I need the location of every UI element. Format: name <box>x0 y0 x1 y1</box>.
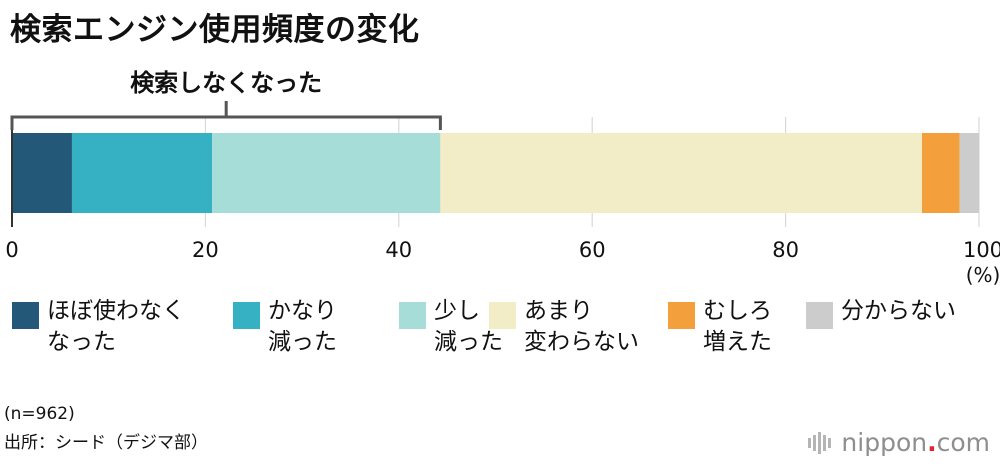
brand-name: nippon <box>841 428 928 457</box>
legend-label-line: 分からない <box>841 298 956 324</box>
logo-mark-icon <box>808 431 833 454</box>
x-tick-label: 40 <box>385 238 412 262</box>
chart-title: 検索エンジン使用頻度の変化 <box>10 12 420 48</box>
legend-swatch <box>12 302 39 329</box>
bracket: 検索しなくなった <box>10 69 442 130</box>
legend-item: かなり 減った <box>233 296 408 358</box>
legend-label-line: 増えた <box>703 329 772 355</box>
sample-size-note: (n=962) <box>4 404 75 424</box>
legend-swatch <box>668 302 695 329</box>
legend-label-line: あまり <box>524 298 593 324</box>
source-note: 出所：シード（デジマ部） <box>4 433 208 453</box>
legend-label-line: 少し <box>434 298 480 324</box>
legend-label-line: ほぼ使わなく <box>47 298 185 324</box>
legend-item: ほぼ使わなく なった <box>12 296 187 358</box>
x-tick-label: 20 <box>192 238 219 262</box>
brand-logo: nippon. com <box>808 428 990 457</box>
brand-dot: . <box>927 428 937 457</box>
chart-area: 検索しなくなった 0 20 40 60 80 100(%) <box>5 69 1000 287</box>
bracket-line <box>10 115 442 130</box>
x-axis-unit: (%) <box>966 263 1000 287</box>
x-tick-label: 80 <box>772 238 799 262</box>
bar-segment-1 <box>12 133 72 213</box>
legend-label-line: むしろ <box>703 298 772 324</box>
legend-item: 少し 減った <box>399 296 574 358</box>
legend-item: むしろ 増えた <box>668 296 843 358</box>
brand-suffix: com <box>936 428 990 457</box>
x-tick-label: 60 <box>579 238 606 262</box>
legend-label: 少し 減った <box>434 296 574 358</box>
bar-segment-4 <box>440 133 922 213</box>
legend-label: あまり 変わらない <box>524 296 664 358</box>
bar-segment-6 <box>959 133 979 213</box>
bar-segment-2 <box>71 133 213 213</box>
legend-label: かなり 減った <box>268 296 408 358</box>
legend-item: あまり 変わらない <box>489 296 664 358</box>
x-tick-label: 0 <box>5 238 18 262</box>
legend-label-line: 変わらない <box>524 329 639 355</box>
bar-segment-5 <box>921 133 960 213</box>
legend-item: 分からない <box>806 296 981 329</box>
legend-swatch <box>233 302 260 329</box>
legend-swatch <box>399 302 426 329</box>
x-tick-label: 100 <box>963 238 1000 262</box>
bar-segment-3 <box>212 133 441 213</box>
legend-label-line: かなり <box>268 298 337 324</box>
legend-label-line: 減った <box>434 329 503 355</box>
stacked-bar <box>11 117 979 227</box>
legend-label: 分からない <box>841 296 981 327</box>
legend-swatch <box>806 302 833 329</box>
legend-swatch <box>489 302 516 329</box>
legend-label: ほぼ使わなく なった <box>47 296 187 358</box>
legend-label: むしろ 増えた <box>703 296 843 358</box>
legend-label-line: 減った <box>268 329 337 355</box>
bracket-label: 検索しなくなった <box>130 69 322 97</box>
x-axis-ticks: 0 20 40 60 80 100(%) <box>5 238 1000 287</box>
legend-label-line: なった <box>47 329 116 355</box>
